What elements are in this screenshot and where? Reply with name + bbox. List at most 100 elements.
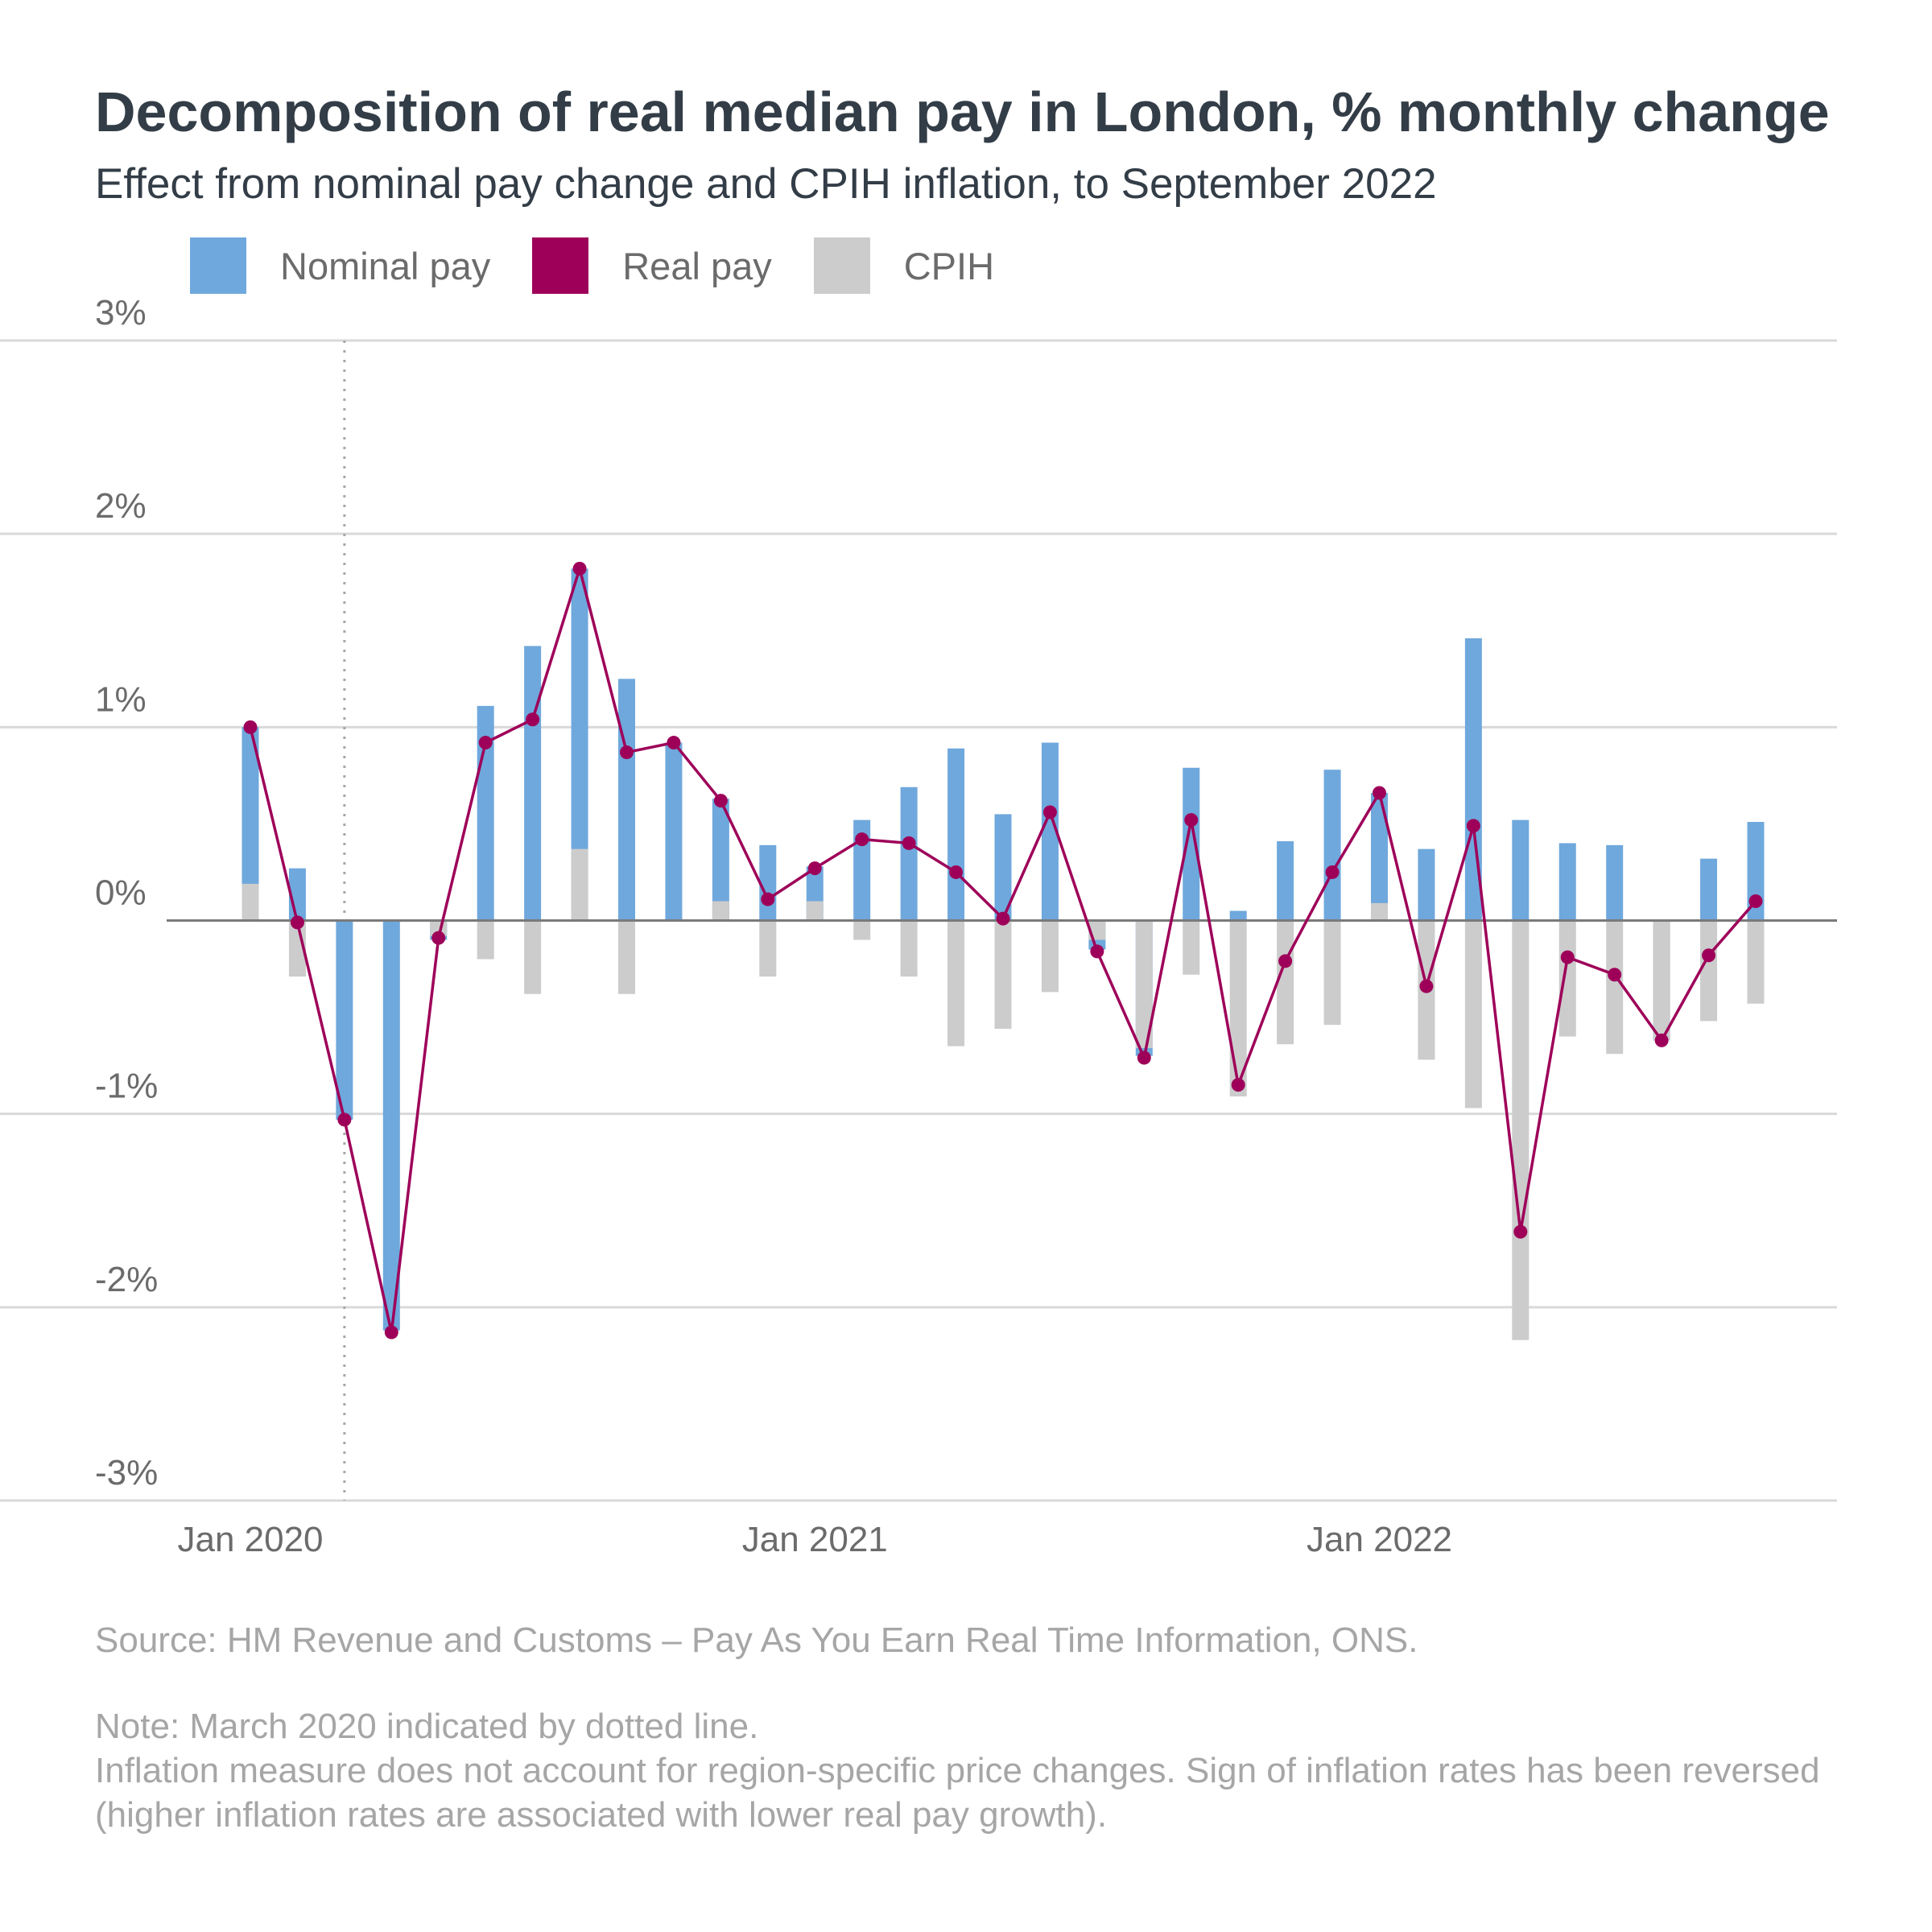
cpih-bar: [1606, 920, 1624, 1055]
legend-label-real-pay: Real pay: [622, 244, 772, 287]
legend-item-real-pay: Real pay: [532, 237, 772, 294]
real-pay-point: [620, 745, 634, 760]
real-pay-point: [1090, 944, 1104, 959]
cpih-bar: [524, 920, 542, 994]
real-pay-point: [807, 861, 822, 876]
nominal-pay-bar: [712, 799, 729, 921]
y-tick-label: 3%: [95, 293, 147, 332]
cpih-bar: [759, 920, 777, 977]
cpih-bar: [242, 883, 259, 921]
real-pay-point: [713, 794, 728, 808]
chart-notes: Source: HM Revenue and Customs – Pay As …: [95, 1618, 1898, 1837]
nominal-pay-bar: [1183, 767, 1200, 921]
cpih-bar: [1512, 920, 1530, 1340]
cpih-bar: [947, 920, 965, 1046]
cpih-bar: [712, 901, 729, 921]
real-pay-point: [1608, 968, 1622, 982]
legend-item-cpih: CPIH: [813, 237, 994, 294]
nominal-pay-bar: [853, 819, 871, 921]
nominal-pay-bar: [618, 679, 635, 921]
y-tick-label: -2%: [95, 1260, 158, 1299]
y-tick-label: 0%: [95, 873, 147, 913]
nominal-pay-bar: [571, 568, 588, 921]
nominal-pay-bar: [1512, 819, 1530, 921]
cpih-bar: [1653, 920, 1670, 1041]
real-pay-point: [1231, 1078, 1245, 1092]
real-pay-point: [1466, 819, 1480, 833]
nominal-pay-bar: [1700, 858, 1718, 921]
real-pay-point: [1325, 865, 1340, 879]
nominal-pay-bar: [1229, 910, 1247, 921]
real-pay-point: [1654, 1033, 1669, 1047]
note-line-2: Inflation measure does not account for r…: [95, 1751, 1830, 1835]
source-note: Source: HM Revenue and Customs – Pay As …: [95, 1620, 1418, 1660]
real-pay-point: [431, 931, 446, 945]
nominal-pay-bar: [1041, 742, 1059, 921]
nominal-pay-bar: [994, 814, 1012, 921]
real-pay-point: [902, 836, 916, 850]
nominal-pay-bar: [759, 844, 777, 921]
cpih-bar: [853, 920, 871, 940]
cpih-bar: [1747, 920, 1765, 1004]
legend-swatch-real-pay: [532, 237, 589, 294]
nominal-pay-bar: [947, 748, 965, 921]
legend: Nominal pay Real pay CPIH: [190, 237, 1036, 295]
real-pay-point: [526, 712, 540, 727]
cpih-bar: [1464, 920, 1482, 1108]
cpih-bar: [806, 901, 824, 921]
cpih-bar: [1323, 920, 1341, 1026]
cpih-bar: [477, 920, 494, 960]
real-pay-point: [667, 736, 681, 750]
real-pay-point: [1373, 786, 1386, 800]
chart-title: Decomposition of real median pay in Lond…: [95, 80, 1830, 143]
legend-label-nominal-pay: Nominal pay: [280, 244, 491, 287]
cpih-bar: [1700, 920, 1718, 1022]
x-tick-label: Jan 2022: [1307, 1520, 1452, 1559]
cpih-bar: [1558, 920, 1576, 1037]
x-tick-label: Jan 2021: [742, 1520, 888, 1559]
cpih-bar: [1277, 920, 1294, 1045]
cpih-bar: [1041, 920, 1059, 993]
nominal-pay-bar: [1323, 770, 1341, 921]
real-pay-point: [1513, 1224, 1528, 1239]
cpih-bar: [1135, 920, 1153, 1049]
real-pay-point: [1137, 1051, 1151, 1065]
real-pay-point: [243, 720, 258, 734]
real-pay-point: [290, 915, 304, 930]
real-pay-point: [855, 832, 869, 847]
real-pay-point: [572, 561, 587, 576]
cpih-bar: [571, 848, 588, 921]
nominal-pay-bar: [1418, 848, 1435, 921]
nominal-pay-bar: [1558, 843, 1576, 921]
y-tick-label: -3%: [95, 1453, 158, 1492]
nominal-pay-bar: [1464, 638, 1482, 921]
y-tick-label: 2%: [95, 486, 147, 526]
real-pay-point: [1702, 948, 1716, 963]
real-pay-point: [761, 892, 775, 906]
nominal-pay-bar: [665, 742, 683, 921]
nominal-pay-bar: [336, 920, 353, 1120]
legend-swatch-nominal-pay: [190, 237, 246, 294]
note-line-1: Note: March 2020 indicated by dotted lin…: [95, 1707, 759, 1746]
real-pay-point: [996, 911, 1010, 926]
x-tick-label: Jan 2020: [177, 1520, 323, 1559]
real-pay-point: [478, 736, 493, 750]
cpih-bar: [618, 920, 635, 994]
y-tick-label: -1%: [95, 1067, 158, 1106]
cpih-bar: [1229, 920, 1247, 1097]
real-pay-point: [1748, 894, 1763, 908]
cpih-bar: [994, 920, 1012, 1029]
real-pay-point: [1278, 954, 1293, 968]
legend-swatch-cpih: [813, 237, 870, 294]
nominal-pay-bar: [1371, 792, 1388, 921]
cpih-bar: [1371, 902, 1388, 921]
cpih-bar: [900, 920, 918, 977]
real-pay-point: [1042, 805, 1057, 819]
nominal-pay-bar: [900, 786, 918, 921]
nominal-pay-bar: [382, 920, 400, 1331]
real-pay-point: [384, 1325, 398, 1340]
y-tick-label: 1%: [95, 679, 147, 719]
nominal-pay-bar: [1606, 844, 1624, 921]
real-pay-point: [949, 865, 964, 879]
